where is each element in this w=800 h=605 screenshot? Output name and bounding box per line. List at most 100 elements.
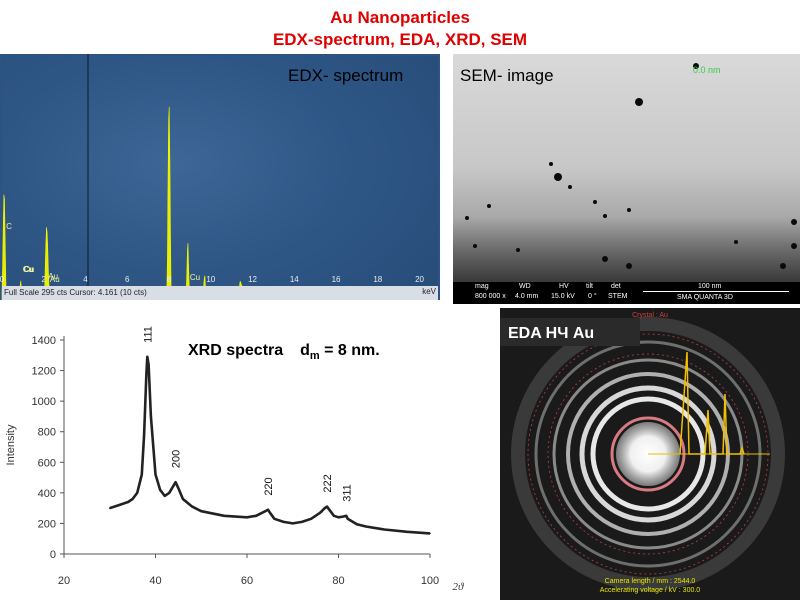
xrd-data-point bbox=[345, 514, 348, 517]
edx-x-tick-label: 14 bbox=[290, 275, 299, 284]
edx-peak-label: C bbox=[6, 222, 12, 231]
edx-unit-label: keV bbox=[422, 287, 436, 296]
sem-image-panel: SEM- image 0.0 nm mag 800 000 x WD 4.0 m… bbox=[453, 54, 800, 304]
xrd-peak-label: 200 bbox=[171, 450, 183, 468]
xrd-label-d: d bbox=[300, 342, 310, 359]
xrd-data-point bbox=[143, 433, 145, 436]
sem-info-bar: mag 800 000 x WD 4.0 mm HV 15.0 kV tilt … bbox=[453, 282, 800, 304]
particle bbox=[516, 248, 520, 252]
sem-wd-value: 4.0 mm bbox=[515, 293, 539, 300]
particle bbox=[791, 219, 797, 225]
particle bbox=[693, 63, 699, 69]
edx-plot-background bbox=[2, 56, 438, 300]
sem-wd-head: WD bbox=[519, 283, 531, 290]
xrd-data-point bbox=[356, 523, 358, 525]
particle bbox=[780, 263, 786, 269]
eda-diffraction-pattern bbox=[511, 317, 785, 591]
eda-label-tag bbox=[500, 318, 640, 346]
particle bbox=[791, 243, 797, 249]
xrd-x-tick-label: 80 bbox=[332, 575, 344, 587]
xrd-peak-label: 220 bbox=[263, 477, 275, 495]
xrd-series-line bbox=[109, 355, 431, 535]
xrd-y-tick-label: 600 bbox=[38, 457, 56, 469]
edx-peak-label: Cu bbox=[24, 265, 34, 274]
xrd-data-point bbox=[173, 484, 175, 487]
page-subtitle: EDX-spectrum, EDA, XRD, SEM bbox=[272, 30, 528, 49]
particle bbox=[549, 162, 553, 166]
xrd-data-point bbox=[145, 372, 148, 375]
xrd-y-tick-label: 800 bbox=[38, 427, 56, 439]
sem-particles bbox=[465, 63, 797, 269]
sem-tilt-head: tilt bbox=[586, 283, 593, 290]
particle bbox=[734, 240, 738, 244]
eda-footer-camera: Camera length / mm : 2544.0 bbox=[604, 578, 696, 585]
edx-spectrum-plot: CCuCuCuAuAuAuAuCuAuAuAuAuAuAu02468101214… bbox=[0, 54, 425, 300]
xrd-label-sub: m bbox=[309, 350, 320, 363]
intensity-profile bbox=[679, 351, 745, 455]
xrd-y-tick-label: 400 bbox=[38, 488, 56, 500]
xrd-data-point bbox=[118, 504, 120, 506]
sem-det-value: STEM bbox=[608, 293, 628, 300]
xrd-data-point bbox=[269, 511, 271, 514]
edx-x-tick-label: 16 bbox=[332, 275, 341, 284]
edx-spectrum bbox=[1, 106, 283, 300]
edx-x-tick-label: 10 bbox=[206, 275, 215, 284]
xrd-panel: 0 200 400 600 800 1000 1200 1400 20 40 60 80 100 Inte… bbox=[0, 316, 470, 600]
particle bbox=[593, 200, 597, 204]
sem-scalebar-label: 100 nm bbox=[698, 283, 722, 290]
xrd-x-tick-label: 100 bbox=[421, 575, 439, 587]
sem-tilt-value: 0 ° bbox=[588, 293, 597, 300]
edx-peak-label: Cu bbox=[23, 265, 33, 274]
xrd-data-point bbox=[337, 516, 340, 519]
xrd-data-point bbox=[291, 522, 294, 525]
xrd-x-tick-label: 40 bbox=[149, 575, 161, 587]
particle bbox=[627, 208, 631, 212]
xrd-data-point bbox=[282, 521, 285, 523]
edx-x-tick-label: 8 bbox=[167, 275, 172, 284]
sem-hv-value: 15.0 kV bbox=[551, 293, 575, 300]
xrd-data-point bbox=[182, 498, 184, 500]
xrd-data-point bbox=[150, 415, 152, 418]
particle bbox=[487, 204, 491, 208]
xrd-y-tick-label: 1200 bbox=[32, 366, 56, 378]
particle bbox=[568, 185, 572, 189]
eda-crystal: Crystal : Au bbox=[632, 312, 668, 319]
xrd-data-point bbox=[264, 510, 267, 512]
sem-scale-note: 0.0 nm bbox=[693, 65, 721, 75]
edx-spectrum-panel: CCuCuCuAuAuAuAuCuAuAuAuAuAuAu02468101214… bbox=[0, 54, 440, 300]
xrd-y-tick-label: 200 bbox=[38, 518, 56, 530]
xrd-data-point bbox=[246, 516, 248, 519]
sem-instrument: SMA QUANTA 3D bbox=[677, 294, 733, 301]
xrd-data-point bbox=[163, 495, 166, 497]
xrd-x-tick-label: 60 bbox=[241, 575, 253, 587]
xrd-data-point bbox=[223, 514, 225, 517]
eda-label: EDA НЧ Au bbox=[508, 325, 595, 342]
sem-scalebar bbox=[643, 291, 789, 292]
eda-footer-voltage: Accelerating voltage / kV : 300.0 bbox=[599, 587, 701, 594]
particle bbox=[465, 216, 469, 220]
xrd-data-point bbox=[136, 492, 138, 494]
xrd-data-point bbox=[328, 508, 331, 511]
eda-panel: EDA НЧ Au Crystal : Au Camera length / m… bbox=[500, 308, 800, 600]
xrd-data-point bbox=[323, 507, 326, 509]
sem-mag-value: 800 000 x bbox=[475, 293, 506, 300]
sem-det-head: det bbox=[611, 283, 621, 290]
xrd-data-point bbox=[310, 518, 312, 520]
xrd-data-point bbox=[146, 356, 149, 358]
xrd-data-point bbox=[108, 507, 111, 509]
edx-label: EDX- spectrum bbox=[288, 66, 404, 85]
xrd-y-tick-label: 1000 bbox=[32, 396, 56, 408]
xrd-chart: 0 200 400 600 800 1000 1200 1400 20 40 60 80 100 Inte… bbox=[5, 326, 464, 593]
xrd-data-point bbox=[273, 518, 276, 520]
xrd-data-point bbox=[333, 514, 335, 517]
xrd-data-point bbox=[168, 492, 171, 494]
sem-hv-head: HV bbox=[559, 283, 569, 290]
xrd-label: XRD spectra dm = 8 nm. bbox=[188, 342, 380, 362]
xrd-label-rest: = 8 nm. bbox=[319, 342, 380, 359]
xrd-peak-label: 111 bbox=[142, 326, 154, 343]
particle bbox=[473, 244, 477, 248]
xrd-y-tick-label: 0 bbox=[50, 549, 56, 561]
edx-peak-label: Au bbox=[48, 272, 58, 281]
particle bbox=[602, 256, 608, 262]
xrd-data-point bbox=[406, 531, 408, 533]
